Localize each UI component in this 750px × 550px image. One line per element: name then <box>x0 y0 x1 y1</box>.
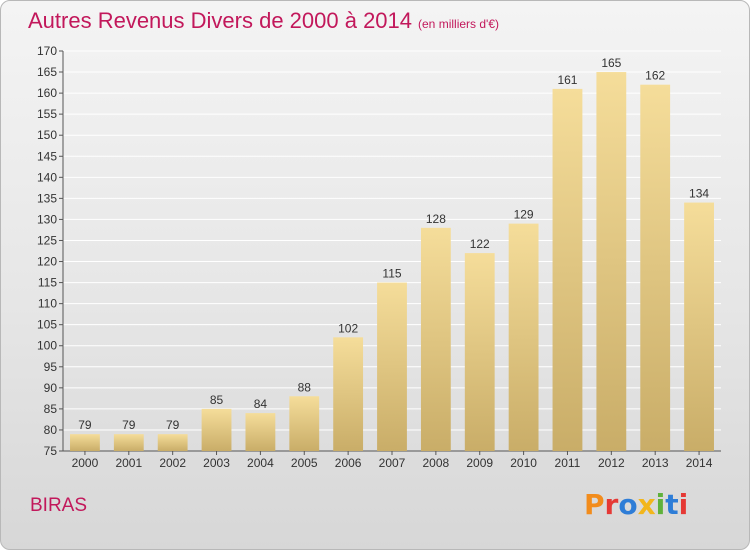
y-tick-label-80: 80 <box>44 423 58 437</box>
value-label-2008: 128 <box>426 212 446 226</box>
value-label-2003: 85 <box>210 393 224 407</box>
x-tick-label-2006: 2006 <box>335 456 362 470</box>
y-tick-label-110: 110 <box>38 297 57 311</box>
value-label-2010: 129 <box>514 208 534 222</box>
x-tick-label-2009: 2009 <box>466 456 493 470</box>
x-tick-label-2010: 2010 <box>510 456 537 470</box>
value-label-2000: 79 <box>78 418 92 432</box>
y-tick-label-75: 75 <box>44 444 58 458</box>
bar-2004 <box>245 413 276 451</box>
chart-title-text: Autres Revenus Divers de 2000 à 2014 <box>28 8 413 33</box>
bar-2005 <box>289 396 320 451</box>
bar-2010 <box>508 223 539 451</box>
x-tick-label-2014: 2014 <box>686 456 713 470</box>
bar-2002 <box>157 434 188 451</box>
y-tick-label-85: 85 <box>44 402 58 416</box>
x-tick-label-2003: 2003 <box>203 456 230 470</box>
logo-letter: x <box>637 488 656 521</box>
y-tick-label-155: 155 <box>37 107 57 121</box>
logo-letter: o <box>618 488 638 521</box>
y-tick-label-95: 95 <box>44 360 58 374</box>
bar-2009 <box>464 253 495 451</box>
value-label-2002: 79 <box>166 418 180 432</box>
value-label-2013: 162 <box>645 69 665 83</box>
logo-letter: r <box>604 488 619 521</box>
chart-unit: (en milliers d'€) <box>418 17 499 31</box>
bars <box>70 72 714 452</box>
bar-2001 <box>113 434 144 451</box>
y-tick-label-150: 150 <box>37 128 57 142</box>
y-tick-label-115: 115 <box>38 276 57 290</box>
value-label-2005: 88 <box>298 380 312 394</box>
logo-letter: i <box>678 488 689 521</box>
bar-2011 <box>552 88 583 451</box>
bar-2000 <box>70 434 100 451</box>
y-tick-label-135: 135 <box>37 191 57 205</box>
x-tick-label-2008: 2008 <box>423 456 450 470</box>
value-label-2004: 84 <box>254 397 268 411</box>
x-tick-label-2002: 2002 <box>159 456 186 470</box>
x-tick-label-2011: 2011 <box>555 456 581 470</box>
y-tick-label-160: 160 <box>37 86 57 100</box>
bar-2003 <box>201 408 232 451</box>
value-label-2009: 122 <box>470 237 490 251</box>
y-tick-label-120: 120 <box>37 255 57 269</box>
value-label-2012: 165 <box>601 56 621 70</box>
chart-title: Autres Revenus Divers de 2000 à 2014 (en … <box>28 8 499 34</box>
bar-2007 <box>377 282 407 451</box>
value-label-2007: 115 <box>382 267 401 281</box>
bar-2012 <box>596 72 627 451</box>
bar-2008 <box>420 227 451 451</box>
x-tick-label-2012: 2012 <box>598 456 625 470</box>
proxiti-logo: Proxiti <box>584 488 688 521</box>
value-label-2014: 134 <box>689 187 709 201</box>
y-tick-label-90: 90 <box>44 381 58 395</box>
logo-letter: i <box>655 488 666 521</box>
y-tick-label-100: 100 <box>37 339 57 353</box>
y-tick-label-105: 105 <box>37 318 57 332</box>
y-tick-label-140: 140 <box>37 170 57 184</box>
x-tick-label-2007: 2007 <box>379 456 406 470</box>
x-tick-label-2000: 2000 <box>72 456 99 470</box>
bar-2006 <box>333 337 364 451</box>
logo-letter: P <box>584 488 605 521</box>
value-label-2011: 161 <box>557 73 577 87</box>
x-tick-label-2013: 2013 <box>642 456 669 470</box>
bar-2014 <box>684 202 714 451</box>
y-tick-label-130: 130 <box>37 212 57 226</box>
value-label-2001: 79 <box>122 418 136 432</box>
x-tick-label-2001: 2001 <box>115 456 142 470</box>
x-tick-label-2004: 2004 <box>247 456 274 470</box>
y-tick-label-170: 170 <box>37 44 57 58</box>
y-tick-label-125: 125 <box>37 233 57 247</box>
x-tick-label-2005: 2005 <box>291 456 318 470</box>
place-name: BIRAS <box>30 495 88 516</box>
y-tick-label-165: 165 <box>37 65 57 79</box>
y-tick-label-145: 145 <box>37 149 57 163</box>
logo-letter: t <box>665 488 679 521</box>
bar-2013 <box>640 84 671 452</box>
value-label-2006: 102 <box>338 321 358 335</box>
labels: 75 80 85 90 95 100 105 110 115 120 125 130 135 140 145… <box>37 44 713 470</box>
